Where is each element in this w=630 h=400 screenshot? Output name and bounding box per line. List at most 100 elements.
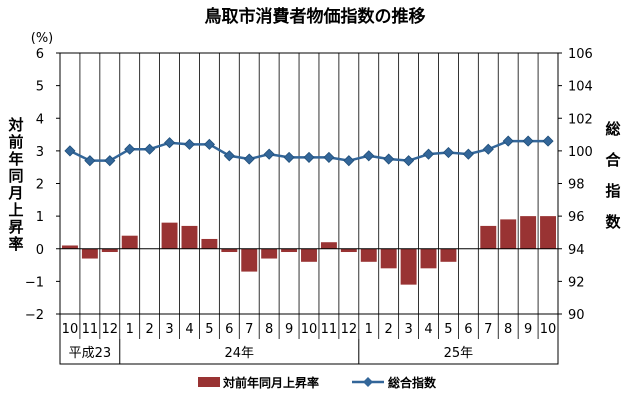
line-marker xyxy=(442,146,455,159)
left-tick-label: −1 xyxy=(25,275,44,290)
category-label: 11 xyxy=(82,322,99,337)
category-label: 4 xyxy=(185,322,193,337)
line-marker xyxy=(323,151,335,163)
bar xyxy=(261,248,278,259)
bar xyxy=(121,235,138,249)
category-label: 2 xyxy=(145,322,153,337)
right-axis-ticks: 90 92 94 96 98 100 102 104 106 xyxy=(558,47,593,323)
category-label: 8 xyxy=(265,322,273,337)
right-tick-label: 106 xyxy=(568,47,593,62)
year-group-label: 平成23 xyxy=(69,346,112,361)
bar xyxy=(480,225,497,249)
bar xyxy=(540,216,557,249)
right-axis-title: 総合指数 xyxy=(604,120,621,231)
right-tick-label: 102 xyxy=(568,112,593,127)
line-marker xyxy=(482,143,494,155)
category-label: 6 xyxy=(225,322,233,337)
bar xyxy=(420,248,437,269)
left-axis-title: 対前年同月上昇率 xyxy=(7,116,23,253)
bar xyxy=(340,248,357,253)
bar xyxy=(440,248,457,262)
line-marker xyxy=(104,155,116,167)
line-marker xyxy=(84,155,96,167)
category-label: 7 xyxy=(484,322,492,337)
line-marker xyxy=(163,137,176,149)
bar xyxy=(500,219,517,249)
left-axis-unit: (%) xyxy=(31,31,54,46)
category-label: 3 xyxy=(404,322,412,337)
line-series xyxy=(64,135,554,167)
left-tick-label: 3 xyxy=(36,145,44,160)
line-marker xyxy=(183,138,196,150)
category-label: 10 xyxy=(540,322,557,337)
line-marker xyxy=(403,155,415,167)
legend-label-line: 総合指数 xyxy=(388,375,437,390)
category-label: 10 xyxy=(62,322,79,337)
legend: 対前年同月上昇率 総合指数 xyxy=(198,375,437,390)
category-label: 7 xyxy=(245,322,253,337)
category-label: 9 xyxy=(524,322,532,337)
year-groups: 平成23 24年 25年 xyxy=(59,313,559,365)
left-tick-label: 6 xyxy=(36,47,44,62)
bar xyxy=(221,248,238,253)
category-label: 10 xyxy=(301,322,318,337)
bar xyxy=(101,248,118,253)
right-tick-label: 98 xyxy=(568,178,585,193)
category-label: 12 xyxy=(341,322,358,337)
line-marker xyxy=(542,135,554,147)
bar xyxy=(61,245,78,249)
bar-series xyxy=(61,216,557,285)
line-marker xyxy=(343,155,355,167)
line-marker xyxy=(383,153,395,165)
line-marker xyxy=(303,151,315,163)
bar xyxy=(281,248,298,253)
line-marker xyxy=(144,143,156,155)
category-label: 12 xyxy=(102,322,119,337)
line-marker xyxy=(124,143,136,155)
legend-marker-line xyxy=(363,377,373,387)
line-marker xyxy=(64,145,76,157)
year-group-label: 24年 xyxy=(225,346,255,361)
right-tick-label: 104 xyxy=(568,80,593,95)
line-marker xyxy=(203,138,215,150)
left-tick-label: 0 xyxy=(36,243,44,258)
category-label: 5 xyxy=(205,322,213,337)
line-marker xyxy=(283,151,295,163)
line-marker xyxy=(422,148,435,160)
bar xyxy=(380,248,397,269)
bar xyxy=(181,225,198,249)
left-axis-title-text: 対前年同月上昇率 xyxy=(7,116,23,253)
left-tick-label: 2 xyxy=(36,178,44,193)
line-marker xyxy=(363,150,375,162)
left-tick-label: −2 xyxy=(25,308,44,323)
line-marker xyxy=(223,150,235,162)
year-group-label: 25年 xyxy=(444,346,474,361)
bar xyxy=(161,222,178,249)
line-marker xyxy=(502,135,514,147)
right-tick-label: 96 xyxy=(568,210,585,225)
right-tick-label: 92 xyxy=(568,275,585,290)
category-labels: 10 11 12 1 2 3 4 5 6 7 8 9 10 11 12 1 2 3 4 5 6 7 8 9 10 xyxy=(62,322,557,337)
line-marker xyxy=(263,148,275,160)
category-label: 2 xyxy=(385,322,393,337)
left-axis-ticks: −2 −1 0 1 2 3 4 5 6 xyxy=(25,47,60,323)
left-tick-label: 1 xyxy=(36,210,44,225)
line-marker xyxy=(243,153,255,165)
bar xyxy=(241,248,258,272)
chart-title: 鳥取市消費者物価指数の推移 xyxy=(205,6,426,27)
category-label: 6 xyxy=(464,322,472,337)
category-label: 4 xyxy=(424,322,432,337)
bar xyxy=(320,242,337,249)
bar xyxy=(81,248,98,259)
category-label: 1 xyxy=(365,322,373,337)
bar xyxy=(360,248,377,262)
left-tick-label: 4 xyxy=(36,112,44,127)
category-label: 5 xyxy=(444,322,452,337)
category-label: 1 xyxy=(126,322,134,337)
category-label: 8 xyxy=(504,322,512,337)
plot-area xyxy=(59,52,559,315)
right-tick-label: 100 xyxy=(568,145,593,160)
line-marker xyxy=(462,148,474,160)
category-label: 9 xyxy=(285,322,293,337)
line-marker xyxy=(522,135,534,147)
